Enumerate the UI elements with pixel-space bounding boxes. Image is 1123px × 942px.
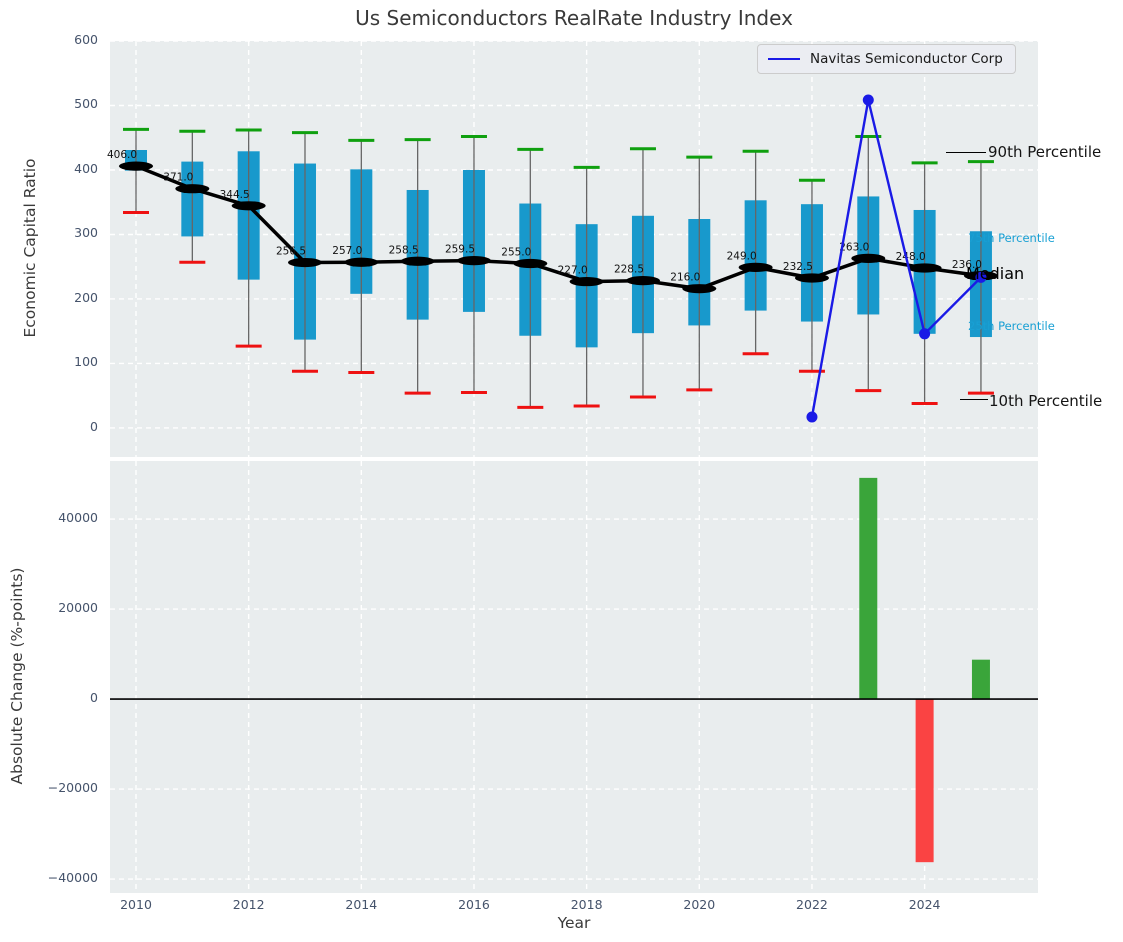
median-label: Median [966, 264, 1025, 283]
legend-label: Navitas Semiconductor Corp [810, 51, 1003, 67]
xtick-2012: 2012 [232, 897, 265, 912]
median-value-label-2020: 216.0 [670, 272, 700, 284]
median-marker-2021 [738, 262, 773, 272]
xtick-2016: 2016 [458, 897, 490, 912]
top-ytick-600: 600 [74, 32, 98, 47]
top-ytick-300: 300 [74, 225, 98, 241]
p90-leader-line [946, 152, 986, 153]
xtick-2010: 2010 [120, 897, 152, 912]
navitas-point-2024 [919, 328, 931, 340]
change-bar-2025 [971, 659, 990, 700]
bottom-panel-svg [110, 461, 1038, 893]
bottom-ytick--40000: −40000 [47, 870, 98, 886]
change-bar-2023 [859, 477, 878, 700]
p25-percentile-label: 25th Percentile [968, 319, 1055, 333]
median-value-label-2025: 236.0 [952, 259, 982, 271]
median-marker-2018 [569, 276, 604, 287]
median-value-label-2021: 249.0 [727, 250, 757, 262]
p75-percentile-label: 75th Percentile [968, 231, 1055, 245]
top-ytick-200: 200 [74, 289, 98, 305]
bottom-panel-plot-area [110, 461, 1038, 893]
median-series-line [135, 164, 982, 291]
bottom-y-axis-label: Absolute Change (%-points) [8, 567, 26, 785]
p90-percentile-label: 90th Percentile [988, 143, 1102, 161]
xtick-2018: 2018 [570, 897, 603, 912]
xtick-2014: 2014 [345, 897, 378, 912]
median-value-label-2015: 258.5 [389, 244, 419, 256]
xtick-2020: 2020 [683, 897, 716, 912]
median-value-label-2012: 344.5 [220, 189, 250, 201]
median-value-label-2010: 406.0 [107, 149, 137, 161]
x-axis-label: Year [557, 914, 591, 932]
median-marker-2013 [287, 257, 322, 268]
navitas-line [810, 99, 982, 418]
median-marker-2023 [851, 253, 886, 263]
bottom-ytick-40000: 40000 [58, 510, 98, 526]
median-value-label-2023: 263.0 [839, 241, 869, 253]
median-marker-2010 [119, 161, 153, 171]
top-panel-plot-area: 406.0 371.0 344.5 256.5 257.0 258.5 259.5 255.0… [107, 40, 1038, 457]
median-value-label-2024: 248.0 [896, 251, 926, 263]
chart-title: Us Semiconductors RealRate Industry Inde… [355, 6, 793, 30]
median-value-label-2011: 371.0 [163, 172, 193, 184]
median-marker-2017 [513, 258, 548, 269]
top-ytick-500: 500 [74, 96, 98, 112]
bottom-ytick--20000: −20000 [47, 780, 98, 796]
change-bar-2024 [915, 699, 934, 863]
median-marker-2024 [907, 263, 942, 273]
median-marker-2011 [175, 184, 210, 194]
median-marker-2016 [456, 256, 491, 266]
median-value-label-2018: 227.0 [558, 265, 588, 277]
navitas-point-2022 [806, 411, 818, 423]
legend-line-sample [768, 58, 800, 60]
median-marker-2014 [344, 257, 379, 267]
median-value-label-2019: 228.5 [614, 264, 644, 276]
median-marker-2020 [682, 284, 717, 294]
xtick-2024: 2024 [908, 897, 941, 912]
median-value-label-2013: 256.5 [276, 246, 306, 258]
top-ytick-0: 0 [90, 418, 98, 434]
median-value-label-2022: 232.5 [783, 261, 813, 273]
median-marker-2022 [794, 273, 829, 283]
p10-leader-line [960, 399, 988, 400]
legend: Navitas Semiconductor Corp [757, 44, 1016, 74]
median-value-label-2016: 259.5 [445, 244, 475, 256]
top-ytick-100: 100 [74, 354, 98, 370]
top-panel-svg: 406.0 371.0 344.5 256.5 257.0 258.5 259.5 255.0… [107, 40, 1038, 457]
median-value-label-2014: 257.0 [332, 245, 362, 257]
median-marker-2019 [625, 276, 660, 286]
navitas-point-2025 [975, 271, 987, 283]
top-ytick-400: 400 [74, 160, 98, 176]
xtick-2022: 2022 [796, 897, 828, 912]
p10-percentile-label: 10th Percentile [989, 392, 1103, 410]
median-value-label-2017: 255.0 [501, 247, 531, 259]
bottom-ytick-20000: 20000 [58, 600, 98, 616]
median-marker-2015 [400, 256, 435, 266]
bottom-ytick-0: 0 [90, 690, 98, 706]
top-y-axis-label: Economic Capital Ratio [21, 158, 39, 338]
navitas-point-2023 [862, 94, 874, 106]
median-marker-2012 [231, 201, 266, 211]
